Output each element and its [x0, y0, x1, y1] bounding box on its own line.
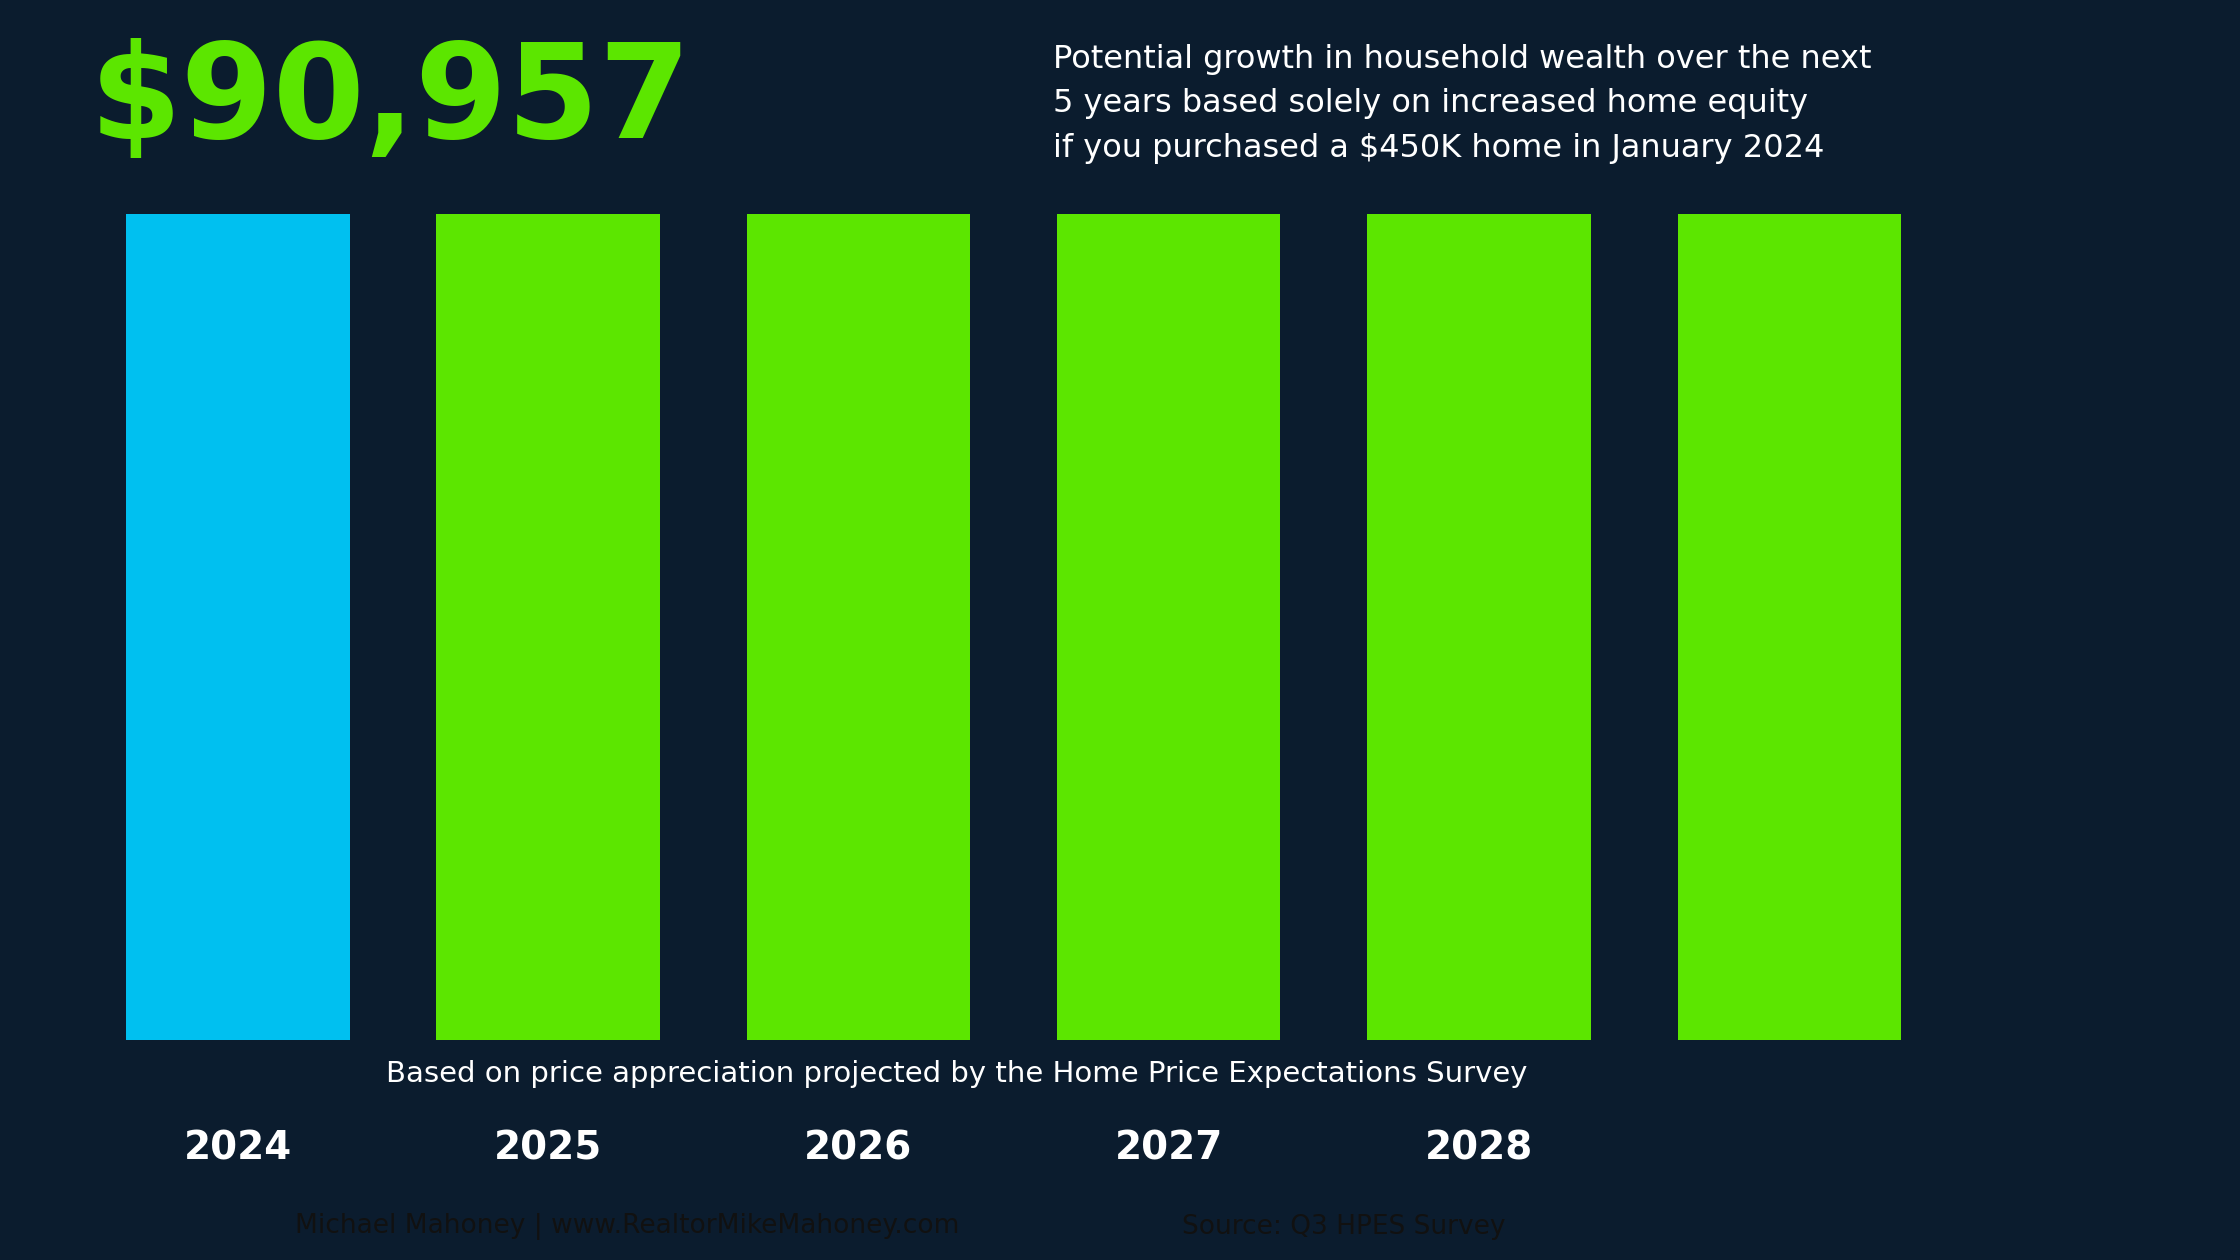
- Text: 2027: 2027: [1116, 1129, 1223, 1167]
- Bar: [437, 0, 661, 1040]
- Text: Potential growth in household wealth over the next
5 years based solely on incre: Potential growth in household wealth ove…: [1053, 44, 1870, 164]
- Text: 2028: 2028: [1425, 1129, 1532, 1167]
- Text: $90,957: $90,957: [90, 38, 692, 165]
- Bar: [746, 0, 970, 1040]
- Bar: [1678, 0, 1902, 1040]
- Text: Michael Mahoney | www.RealtorMikeMahoney.com: Michael Mahoney | www.RealtorMikeMahoney…: [296, 1213, 959, 1240]
- Bar: [1366, 0, 1590, 1040]
- Text: Source: Q3 HPES Survey: Source: Q3 HPES Survey: [1183, 1213, 1505, 1240]
- Text: 2026: 2026: [804, 1129, 912, 1167]
- Text: 2024: 2024: [184, 1129, 291, 1167]
- Bar: [1057, 0, 1281, 1040]
- Text: 2025: 2025: [495, 1129, 603, 1167]
- Bar: [125, 0, 349, 1040]
- Text: Based on price appreciation projected by the Home Price Expectations Survey: Based on price appreciation projected by…: [385, 1060, 1528, 1089]
